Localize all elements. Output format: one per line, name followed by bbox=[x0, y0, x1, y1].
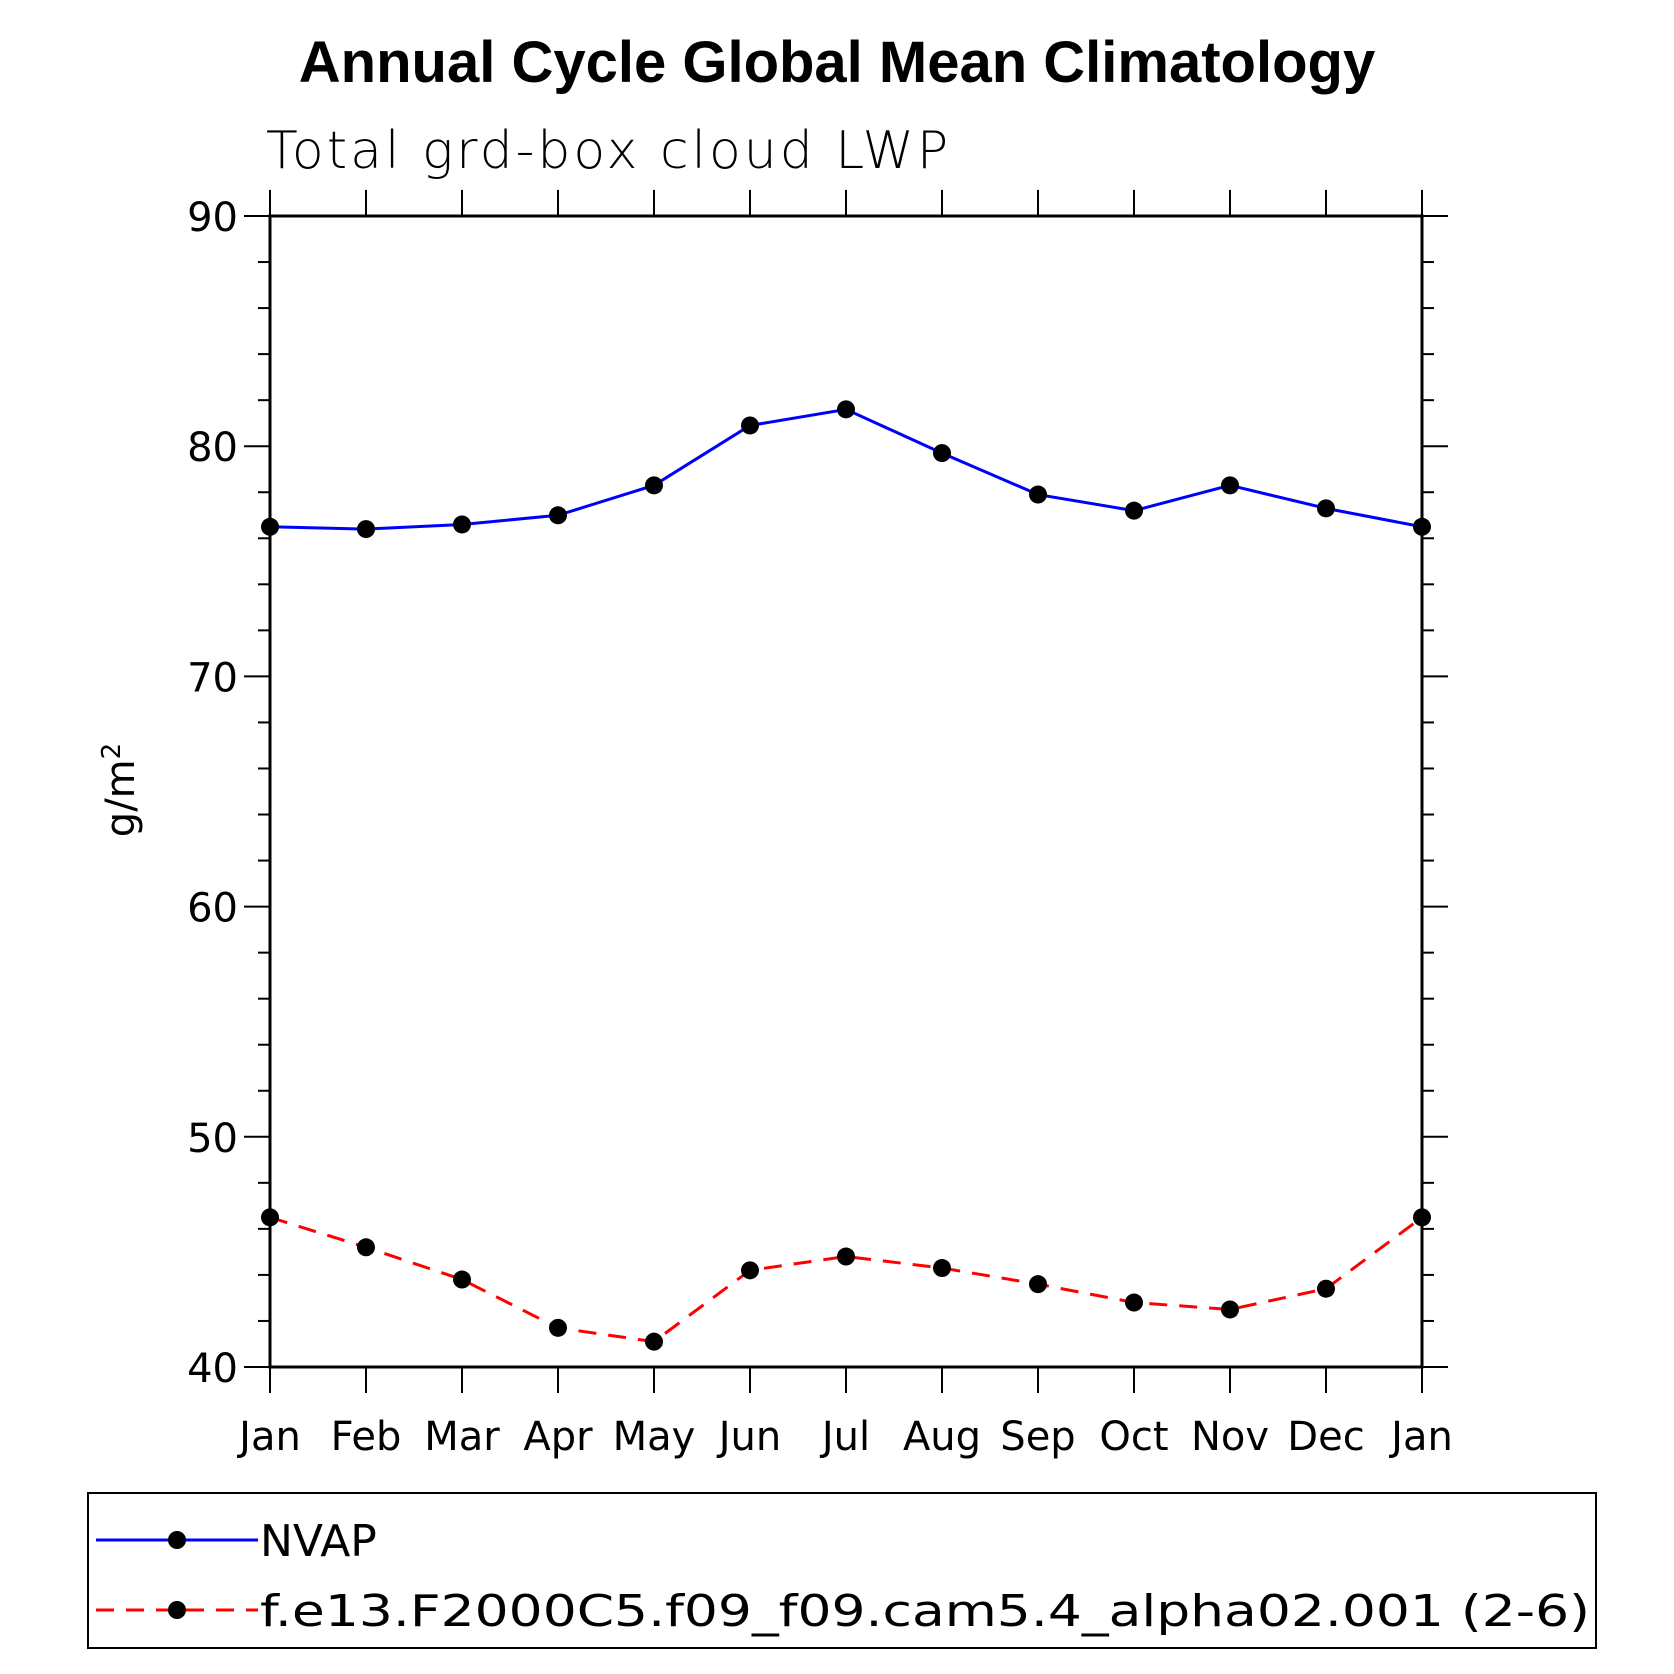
series-1-point bbox=[645, 1332, 663, 1351]
series-0-point bbox=[1125, 501, 1143, 520]
x-tick-label: Sep bbox=[1000, 1414, 1075, 1460]
series-1-point bbox=[1221, 1300, 1239, 1319]
svg-text:g/m2: g/m2 bbox=[97, 743, 144, 837]
x-tick-label: Mar bbox=[424, 1414, 500, 1460]
series-0-point bbox=[357, 520, 375, 539]
x-tick-label: Jan bbox=[1388, 1414, 1453, 1460]
y-tick-label: 50 bbox=[187, 1116, 238, 1162]
series-1-point bbox=[1413, 1208, 1431, 1227]
legend-label-nvap: NVAP bbox=[260, 1516, 377, 1567]
series-0-point bbox=[261, 517, 279, 536]
legend-marker-model bbox=[168, 1601, 186, 1619]
series-line-0 bbox=[269, 407, 1423, 531]
series-0-point bbox=[1317, 499, 1335, 518]
y-tick-label: 70 bbox=[187, 655, 238, 701]
y-tick-label: 60 bbox=[187, 886, 238, 932]
series-1-point bbox=[453, 1270, 471, 1289]
y-tick-label: 90 bbox=[187, 195, 238, 241]
plot-frame bbox=[268, 214, 1424, 1369]
x-tick-label: Jul bbox=[819, 1414, 870, 1460]
series-0-point bbox=[837, 400, 855, 419]
series-1-point bbox=[741, 1261, 759, 1280]
x-tick-label: Feb bbox=[331, 1414, 402, 1460]
x-tick-label: Jun bbox=[716, 1414, 782, 1460]
axis-ticks bbox=[244, 190, 1448, 1393]
x-tick-label: Nov bbox=[1191, 1414, 1269, 1460]
series-1-point bbox=[357, 1238, 375, 1257]
series-1-point bbox=[261, 1208, 279, 1227]
y-tick-label: 80 bbox=[187, 425, 238, 471]
series-1-point bbox=[1125, 1293, 1143, 1312]
y-axis-label-text: g/m bbox=[98, 759, 144, 837]
x-tick-label: Apr bbox=[523, 1414, 593, 1460]
series-1-point bbox=[549, 1318, 567, 1337]
series-line-1 bbox=[269, 1215, 1423, 1344]
y-axis-label: g/m2 bbox=[97, 743, 144, 837]
x-tick-labels: Jan Feb Mar Apr May Jun Jul Aug Sep Oct Nov Dec Jan bbox=[236, 1414, 1453, 1460]
chart-subtitle: Total grd-box cloud LWP bbox=[266, 121, 951, 181]
x-tick-label: Jan bbox=[236, 1414, 301, 1460]
x-tick-label: May bbox=[613, 1414, 696, 1460]
series-0-point bbox=[741, 416, 759, 435]
chart-title: Annual Cycle Global Mean Climatology bbox=[299, 30, 1375, 95]
x-tick-label: Dec bbox=[1287, 1414, 1364, 1460]
series-1-point bbox=[837, 1247, 855, 1266]
legend-marker-nvap bbox=[168, 1531, 186, 1549]
series-0-point bbox=[1221, 476, 1239, 495]
y-tick-labels: 40 50 60 70 80 90 bbox=[187, 195, 238, 1392]
series-1-point bbox=[1317, 1279, 1335, 1298]
series-1-point bbox=[1029, 1275, 1047, 1294]
legend: NVAP f.e13.F2000C5.f09_f09.cam5.4_alpha0… bbox=[87, 1492, 1597, 1649]
x-tick-label: Aug bbox=[903, 1414, 981, 1460]
legend-label-model: f.e13.F2000C5.f09_f09.cam5.4_alpha02.001… bbox=[260, 1586, 1590, 1637]
series-0-point bbox=[645, 476, 663, 495]
series-layer bbox=[261, 400, 1431, 1351]
series-0-point bbox=[1413, 517, 1431, 536]
series-0-point bbox=[453, 515, 471, 534]
series-0-point bbox=[549, 506, 567, 525]
y-axis-label-superscript: 2 bbox=[97, 743, 127, 760]
series-0-point bbox=[1029, 485, 1047, 504]
legend-box bbox=[87, 1492, 1597, 1649]
y-tick-label: 40 bbox=[187, 1346, 238, 1392]
series-1-point bbox=[933, 1259, 951, 1278]
x-tick-label: Oct bbox=[1099, 1414, 1168, 1460]
series-0-point bbox=[933, 444, 951, 463]
